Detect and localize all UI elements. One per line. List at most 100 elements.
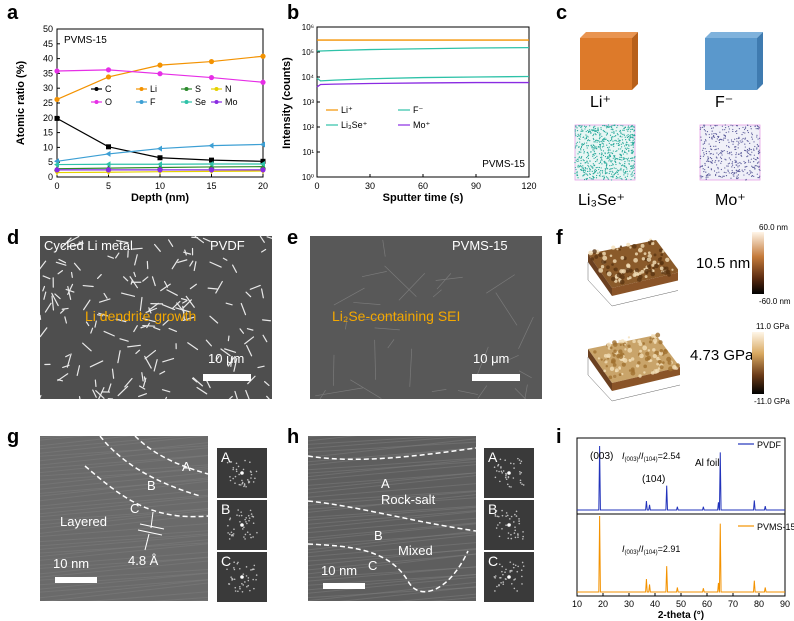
h-fft-a: A bbox=[484, 448, 534, 498]
a-point-Se-0 bbox=[54, 161, 59, 168]
panel-letter-e: e bbox=[287, 227, 299, 249]
sem-image-pvms: PVMS-15 Li₂Se-containing SEI 10 μm bbox=[310, 236, 542, 399]
a-series-C bbox=[56, 117, 264, 162]
a-point-S-3 bbox=[208, 163, 215, 169]
chart-i-xlabel: 2-theta (°) bbox=[658, 610, 704, 621]
a-point-F-1 bbox=[105, 150, 111, 157]
d-tag: PVDF bbox=[210, 238, 245, 253]
i-xtick-7: 80 bbox=[754, 599, 764, 609]
i-xtick-8: 90 bbox=[780, 599, 790, 609]
chart-b-xlabel: Sputter time (s) bbox=[383, 192, 464, 204]
g-spacing-label: 4.8 Å bbox=[128, 553, 159, 568]
h-scale-bar bbox=[323, 583, 365, 589]
afm-height-map bbox=[587, 238, 678, 307]
a-ytick-5: 25 bbox=[43, 98, 53, 108]
h-fft-b-label: B bbox=[488, 501, 498, 517]
i-ratio-bottom: =2.91 bbox=[658, 544, 681, 554]
a-xtick-4: 20 bbox=[258, 181, 268, 191]
a-ytick-3: 15 bbox=[43, 128, 53, 138]
a-point-Li-4 bbox=[260, 53, 266, 59]
e-caption: Li₂Se-containing SEI bbox=[332, 308, 461, 324]
panel-letter-a: a bbox=[7, 2, 19, 24]
c-label-mo: Mo⁺ bbox=[715, 192, 746, 209]
b-xtick-1: 30 bbox=[365, 181, 375, 191]
b-ytick-0: 10⁰ bbox=[302, 173, 314, 182]
a-point-F-2 bbox=[157, 145, 162, 152]
a-ytick-4: 20 bbox=[43, 113, 53, 123]
i-xtick-4: 50 bbox=[676, 599, 686, 609]
a-legend-S: S bbox=[195, 84, 201, 94]
a-point-Mo-1 bbox=[105, 167, 112, 173]
a-point-O-4 bbox=[260, 79, 266, 85]
h-fft-c-label: C bbox=[488, 553, 499, 569]
chart-i-xrd: 10 20 30 40 50 60 70 80 90 PVDF PVMS-15 (003) (1… bbox=[572, 437, 794, 621]
a-point-O-0 bbox=[54, 68, 60, 74]
sem-image-pvdf: Cycled Li metal PVDF Li dendrite growth … bbox=[40, 236, 272, 399]
a-point-O-1 bbox=[105, 67, 112, 73]
b-series-Mo⁺ bbox=[316, 81, 529, 88]
a-ytick-7: 35 bbox=[43, 68, 53, 78]
b-ytick-4: 10⁴ bbox=[302, 73, 315, 82]
panel-letter-b: b bbox=[287, 2, 300, 24]
panel-letter-d: d bbox=[7, 227, 20, 249]
a-ytick-6: 30 bbox=[43, 83, 53, 93]
d-scale-bar bbox=[203, 374, 251, 381]
g-region-c: C bbox=[130, 501, 140, 516]
a-ytick-8: 40 bbox=[43, 54, 53, 64]
i-peak-003: (003) bbox=[590, 451, 613, 462]
a-point-F-3 bbox=[208, 142, 214, 149]
a-point-Se-2 bbox=[157, 161, 162, 168]
hrtem-image-pvdf: A B C Layered 4.8 Å 10 nm bbox=[40, 436, 208, 601]
b-ytick-6: 10⁶ bbox=[302, 23, 314, 32]
b-xtick-2: 60 bbox=[418, 181, 428, 191]
h-scale-label: 10 nm bbox=[321, 563, 358, 578]
b-legend-3: Mo⁺ bbox=[413, 120, 431, 130]
b-series-Li₃Se⁺ bbox=[316, 75, 530, 82]
chart-a-atomic-ratio: 0 5 10 15 20 0 5 10 15 20 25 30 35 40 45 50 PVMS-15 C Li… bbox=[15, 24, 268, 204]
panel-letter-i: i bbox=[556, 426, 562, 448]
h-fft-a-label: A bbox=[488, 449, 498, 465]
h-phase-top: Rock-salt bbox=[381, 492, 436, 507]
a-point-Li-0 bbox=[54, 96, 60, 103]
g-region-b: B bbox=[147, 478, 156, 493]
b-xtick-3: 90 bbox=[471, 181, 481, 191]
i-xtick-2: 30 bbox=[624, 599, 634, 609]
d-caption: Li dendrite growth bbox=[85, 308, 197, 324]
c-label-li: Li⁺ bbox=[590, 94, 611, 111]
li3se-ion-cube bbox=[565, 115, 645, 190]
i-series-PVDF bbox=[577, 445, 785, 511]
g-fft-a-label: A bbox=[221, 449, 231, 465]
f-bar-top-max: 60.0 nm bbox=[759, 223, 788, 232]
panel-letter-c: c bbox=[556, 2, 568, 24]
a-ytick-1: 5 bbox=[48, 157, 53, 167]
a-legend-N: N bbox=[225, 84, 232, 94]
a-point-C-4 bbox=[260, 158, 266, 164]
a-point-Se-3 bbox=[208, 160, 214, 167]
a-legend-F: F bbox=[150, 97, 156, 107]
a-ytick-9: 45 bbox=[43, 39, 53, 49]
c-label-f: F⁻ bbox=[715, 94, 734, 111]
i-ratio-top: =2.54 bbox=[658, 451, 681, 461]
h-fft-c: C bbox=[484, 552, 534, 602]
b-series-F⁻ bbox=[317, 46, 530, 52]
f-bar-bottom-min: -11.0 GPa bbox=[754, 397, 790, 406]
a-xtick-0: 0 bbox=[54, 181, 59, 191]
a-point-O-2 bbox=[157, 71, 163, 77]
chart-a-ylabel: Atomic ratio (%) bbox=[15, 60, 27, 145]
i-legend-bottom: PVMS-15 bbox=[757, 522, 794, 532]
i-ratio-prefix-top: I(003)/I(104)=2.54 bbox=[622, 451, 680, 463]
b-ytick-5: 10⁵ bbox=[302, 48, 314, 57]
a-xtick-1: 5 bbox=[106, 181, 111, 191]
f-value-bottom: 4.73 GPa bbox=[690, 347, 754, 364]
i-al-foil: Al foil bbox=[695, 458, 719, 469]
a-point-O-3 bbox=[208, 74, 215, 81]
a-legend-C: C bbox=[105, 84, 112, 94]
a-point-Mo-4 bbox=[260, 167, 266, 173]
b-xtick-4: 120 bbox=[521, 181, 536, 191]
a-xtick-2: 10 bbox=[155, 181, 165, 191]
h-fft-b: B bbox=[484, 500, 534, 550]
i-peak-104: (104) bbox=[642, 474, 665, 485]
a-point-Li-2 bbox=[157, 62, 163, 68]
h-region-a: A bbox=[381, 476, 390, 491]
g-fft-a: A bbox=[217, 448, 267, 498]
